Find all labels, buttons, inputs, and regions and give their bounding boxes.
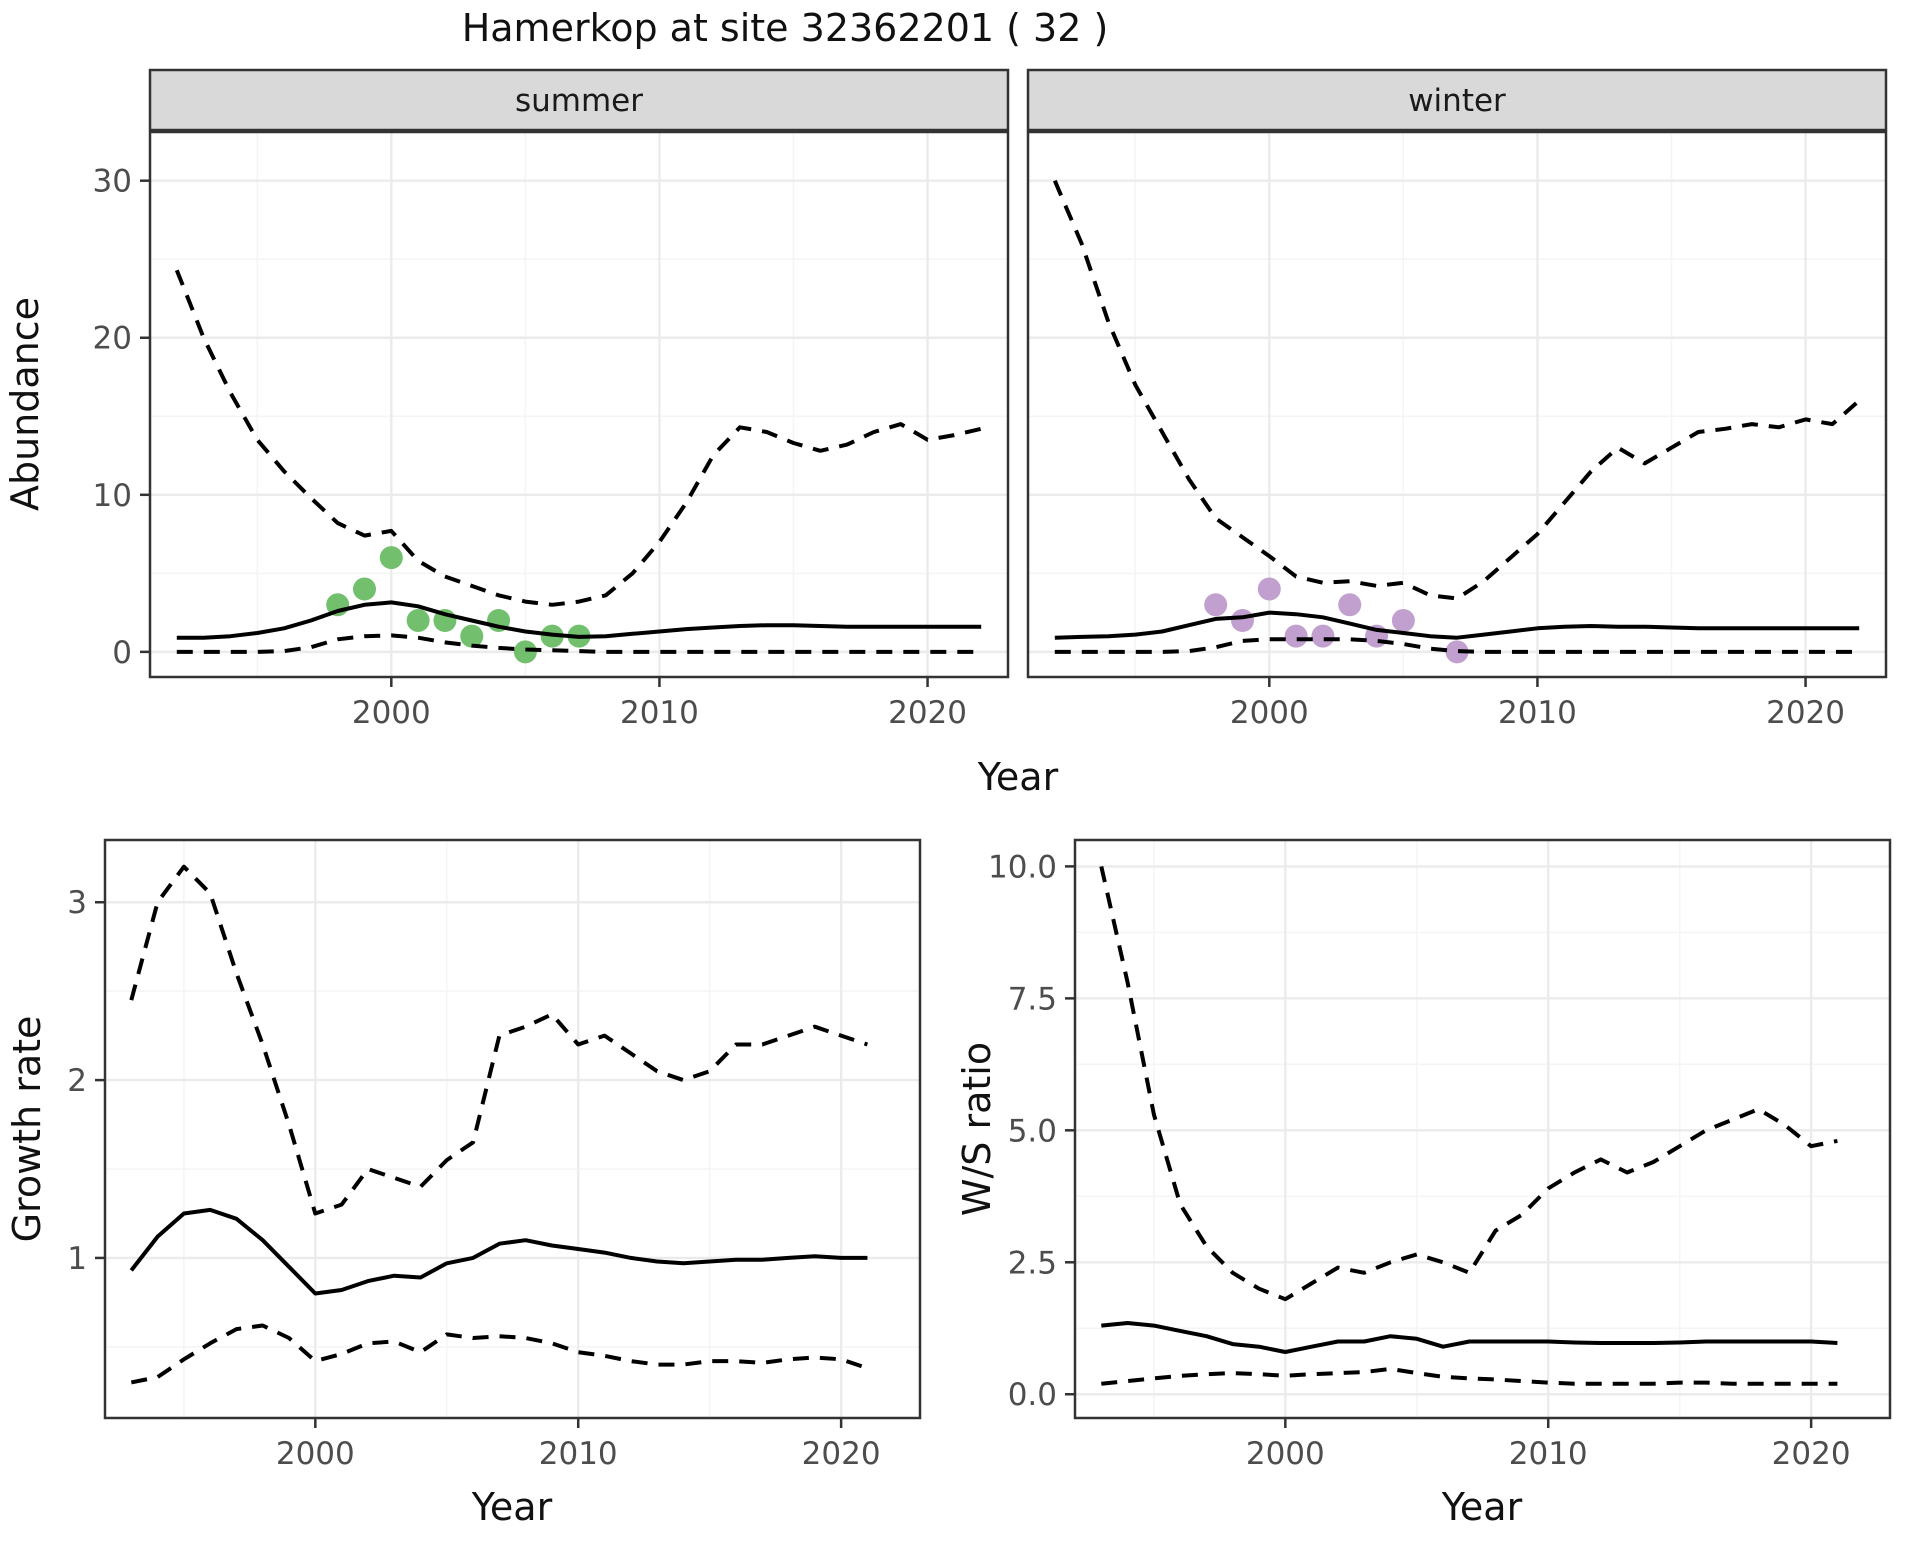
observation-point xyxy=(513,640,537,664)
x-axis-title: Year xyxy=(977,755,1059,799)
plot-title: Hamerkop at site 32362201 ( 32 ) xyxy=(461,6,1109,50)
panel-border xyxy=(148,130,1010,679)
facet-strip xyxy=(1026,68,1888,132)
median-line xyxy=(129,1207,868,1296)
median-line xyxy=(176,600,982,640)
y-axis-tick-label: 0 xyxy=(112,635,132,671)
observation-point xyxy=(1445,640,1469,664)
y-axis-tick-label: 0.0 xyxy=(1008,1377,1057,1413)
panel-border xyxy=(1026,130,1888,679)
observation-point xyxy=(1231,608,1254,632)
panel-background xyxy=(1075,840,1890,1418)
y-axis-tick-label: 10.0 xyxy=(988,849,1057,885)
ci-lower-line xyxy=(1101,1366,1838,1386)
observation-point xyxy=(406,608,430,632)
y-axis-title: Abundance xyxy=(3,297,47,511)
x-axis-tick-label: 2000 xyxy=(352,695,431,731)
x-axis-title: Year xyxy=(1441,1485,1523,1529)
y-axis-tick-label: 7.5 xyxy=(1008,981,1057,1017)
facet-strip xyxy=(148,68,1010,132)
y-axis-tick-label: 5.0 xyxy=(1008,1113,1057,1149)
observation-point xyxy=(1284,624,1308,648)
x-axis-tick-label: 2020 xyxy=(802,1436,881,1472)
x-axis-tick-label: 2000 xyxy=(1246,1436,1325,1472)
ci-upper-line xyxy=(1099,865,1838,1302)
y-axis-tick-label: 30 xyxy=(93,164,132,200)
observation-point xyxy=(1391,608,1415,632)
x-axis-title: Year xyxy=(471,1485,553,1529)
x-axis-tick-label: 2010 xyxy=(1498,695,1577,731)
ci-upper-line xyxy=(1052,179,1861,601)
ci-upper-line xyxy=(174,269,982,607)
x-axis-tick-label: 2020 xyxy=(888,695,967,731)
x-axis-tick-label: 2010 xyxy=(1509,1436,1588,1472)
ci-lower-line xyxy=(130,1323,869,1385)
y-axis-tick-label: 2.5 xyxy=(1008,1245,1057,1281)
observation-point xyxy=(1204,593,1228,617)
observation-point xyxy=(460,624,484,648)
y-axis-tick-label: 3 xyxy=(67,885,87,921)
facet-strip-label: summer xyxy=(515,83,643,119)
panel-border xyxy=(103,838,922,1420)
panel-background xyxy=(105,840,920,1418)
panel-background xyxy=(150,132,1008,677)
y-axis-tick-label: 10 xyxy=(93,478,132,514)
observation-point xyxy=(353,577,376,601)
facet-strip-label: winter xyxy=(1408,83,1506,119)
observation-point xyxy=(1338,593,1362,617)
x-axis-tick-label: 2020 xyxy=(1766,695,1845,731)
observation-point xyxy=(379,546,403,570)
panel-background xyxy=(1028,132,1886,677)
x-axis-tick-label: 2020 xyxy=(1772,1436,1851,1472)
x-axis-tick-label: 2010 xyxy=(539,1436,618,1472)
observation-point xyxy=(1257,577,1281,601)
y-axis-tick-label: 1 xyxy=(67,1241,87,1277)
x-axis-tick-label: 2000 xyxy=(1230,695,1309,731)
x-axis-tick-label: 2010 xyxy=(620,695,699,731)
y-axis-tick-label: 2 xyxy=(67,1063,87,1099)
observation-point xyxy=(1311,624,1335,648)
y-axis-tick-label: 20 xyxy=(93,321,132,357)
median-line xyxy=(1101,1321,1838,1354)
panel-border xyxy=(1073,838,1892,1420)
ci-upper-line xyxy=(129,864,869,1216)
x-axis-tick-label: 2000 xyxy=(276,1436,355,1472)
median-line xyxy=(1054,610,1860,640)
y-axis-title: Growth rate xyxy=(5,1016,49,1243)
y-axis-title: W/S ratio xyxy=(955,1042,999,1216)
